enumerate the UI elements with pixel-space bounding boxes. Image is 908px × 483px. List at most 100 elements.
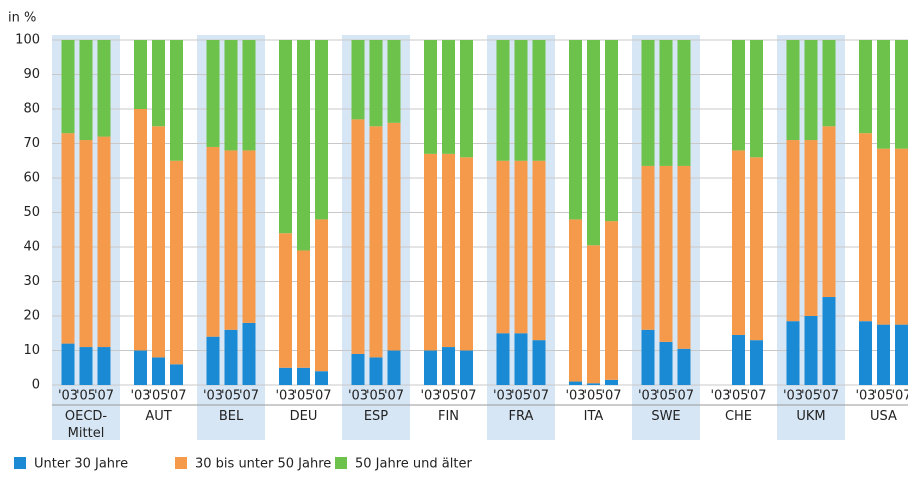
bar-segment	[351, 353, 365, 385]
y-tick-label: 90	[23, 67, 40, 82]
group-label: ESP	[363, 409, 389, 424]
bar-segment	[822, 40, 836, 127]
bar-segment	[206, 146, 220, 337]
bar-segment	[97, 136, 111, 348]
bar-segment	[732, 40, 745, 151]
y-tick-label: 20	[23, 309, 40, 324]
x-tick-label: '03	[783, 389, 803, 404]
x-tick-label: '03	[58, 389, 78, 404]
x-tick-label: '07	[674, 389, 694, 404]
group-label: SWE	[651, 409, 681, 424]
bar-segment	[605, 221, 618, 380]
bar-segment	[134, 350, 147, 385]
x-tick-label: '05	[76, 389, 96, 404]
legend-swatch	[175, 457, 187, 469]
bar-segment	[677, 348, 691, 385]
bar-segment	[460, 157, 473, 351]
bar-segment	[677, 165, 691, 349]
bar-segment	[97, 347, 111, 385]
bar-segment	[351, 119, 365, 354]
bar-segment	[804, 40, 818, 141]
group-label: AUT	[145, 409, 172, 424]
bar-segment	[387, 40, 401, 123]
x-tick-label: '03	[275, 389, 295, 404]
bar-segment	[659, 40, 673, 166]
bar-segment	[532, 40, 546, 161]
bar-segment	[732, 334, 745, 385]
x-tick-label: '03	[565, 389, 585, 404]
bar-segment	[750, 157, 763, 341]
y-tick-label: 80	[23, 102, 40, 117]
group-label: FRA	[508, 409, 534, 424]
bar-segment	[659, 165, 673, 342]
bar-segment	[206, 336, 220, 385]
bar-segment	[442, 40, 455, 154]
bar-segment	[895, 148, 908, 325]
bar-segment	[677, 40, 691, 166]
bar-segment	[152, 357, 165, 385]
legend-swatch	[14, 457, 26, 469]
bar-segment	[424, 153, 437, 351]
bar-segment	[460, 40, 473, 158]
bar-segment	[315, 371, 328, 385]
bar-segment	[532, 160, 546, 341]
bar-segment	[569, 40, 582, 220]
bar-segment	[732, 150, 745, 335]
bar-segment	[61, 133, 75, 344]
bar-segment	[297, 367, 310, 385]
group-label: CHE	[724, 409, 753, 424]
bar-segment	[152, 126, 165, 358]
bar-segment	[750, 340, 763, 385]
x-tick-label: '03	[855, 389, 875, 404]
group-label: UKM	[796, 409, 826, 424]
bar-segment	[877, 148, 890, 325]
bar-segment	[605, 379, 618, 385]
bar-segment	[442, 347, 455, 385]
bar-segment	[369, 40, 383, 127]
x-tick-label: '05	[366, 389, 386, 404]
bar-segment	[786, 140, 800, 322]
group-label: USA	[870, 409, 897, 424]
x-tick-label: '03	[638, 389, 658, 404]
bar-segment	[859, 40, 872, 134]
bar-segment	[242, 150, 256, 323]
bar-segment	[641, 165, 655, 330]
y-tick-label: 60	[23, 171, 40, 186]
legend-label: Unter 30 Jahre	[34, 457, 128, 472]
bar-segment	[170, 364, 183, 385]
bar-segment	[859, 133, 872, 322]
x-tick-label: '05	[221, 389, 241, 404]
y-tick-label: 100	[15, 33, 40, 48]
bar-segment	[496, 160, 510, 334]
bar-segment	[79, 347, 93, 385]
x-tick-label: '03	[203, 389, 223, 404]
bar-segment	[97, 40, 111, 137]
x-tick-label: '07	[746, 389, 766, 404]
bar-segment	[605, 40, 618, 222]
bar-segment	[895, 40, 908, 149]
bar-segment	[279, 367, 292, 385]
x-tick-label: '05	[656, 389, 676, 404]
bar-segment	[134, 40, 147, 109]
bar-segment	[152, 40, 165, 127]
bar-segment	[822, 297, 836, 385]
x-tick-label: '05	[801, 389, 821, 404]
bar-segment	[369, 126, 383, 358]
bar-segment	[224, 329, 238, 385]
bar-segment	[242, 40, 256, 151]
x-tick-label: '05	[511, 389, 531, 404]
y-tick-label: 70	[23, 136, 40, 151]
y-tick-label: 0	[32, 378, 40, 393]
x-tick-label: '03	[493, 389, 513, 404]
bar-segment	[587, 40, 600, 246]
group-label: FIN	[437, 409, 460, 424]
group-label: OECD- Mittel	[64, 409, 108, 441]
bar-segment	[569, 219, 582, 382]
bar-segment	[804, 140, 818, 316]
bar-segment	[641, 329, 655, 385]
bar-segment	[315, 219, 328, 372]
bar-segment	[387, 350, 401, 385]
x-tick-label: '05	[728, 389, 748, 404]
x-tick-label: '07	[94, 389, 114, 404]
